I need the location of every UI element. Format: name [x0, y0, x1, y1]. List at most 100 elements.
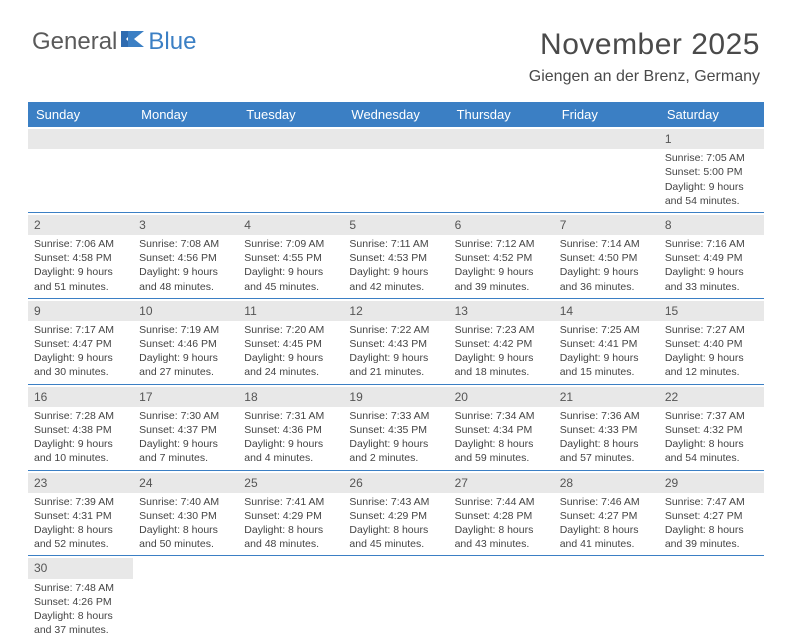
- sunrise-text: Sunrise: 7:41 AM: [244, 495, 337, 509]
- calendar-cell: [659, 556, 764, 641]
- sunset-text: Sunset: 4:53 PM: [349, 251, 442, 265]
- day-number: 23: [28, 473, 133, 493]
- calendar-cell: 8Sunrise: 7:16 AMSunset: 4:49 PMDaylight…: [659, 212, 764, 298]
- logo: General Blue: [32, 28, 196, 56]
- daylight-text: Daylight: 9 hours and 21 minutes.: [349, 351, 442, 379]
- day-number: 19: [343, 387, 448, 407]
- daylight-text: Daylight: 9 hours and 45 minutes.: [244, 265, 337, 293]
- sunset-text: Sunset: 4:27 PM: [560, 509, 653, 523]
- calendar-cell: [554, 556, 659, 641]
- sunrise-text: Sunrise: 7:25 AM: [560, 323, 653, 337]
- day-number: 6: [449, 215, 554, 235]
- calendar-cell: 3Sunrise: 7:08 AMSunset: 4:56 PMDaylight…: [133, 212, 238, 298]
- calendar-table: SundayMondayTuesdayWednesdayThursdayFrid…: [28, 102, 764, 641]
- calendar-cell: [343, 127, 448, 212]
- sunset-text: Sunset: 4:26 PM: [34, 595, 127, 609]
- day-number-empty: [449, 129, 554, 149]
- sunrise-text: Sunrise: 7:37 AM: [665, 409, 758, 423]
- day-number: 26: [343, 473, 448, 493]
- calendar-body: 1Sunrise: 7:05 AMSunset: 5:00 PMDaylight…: [28, 127, 764, 641]
- day-number: 20: [449, 387, 554, 407]
- calendar-week: 30Sunrise: 7:48 AMSunset: 4:26 PMDayligh…: [28, 556, 764, 641]
- logo-text-general: General: [32, 28, 117, 56]
- sunset-text: Sunset: 4:50 PM: [560, 251, 653, 265]
- sunrise-text: Sunrise: 7:33 AM: [349, 409, 442, 423]
- day-number: 5: [343, 215, 448, 235]
- sunrise-text: Sunrise: 7:44 AM: [455, 495, 548, 509]
- calendar-cell: 13Sunrise: 7:23 AMSunset: 4:42 PMDayligh…: [449, 298, 554, 384]
- daylight-text: Daylight: 9 hours and 48 minutes.: [139, 265, 232, 293]
- sunrise-text: Sunrise: 7:48 AM: [34, 581, 127, 595]
- day-number: 25: [238, 473, 343, 493]
- day-number-empty: [343, 129, 448, 149]
- calendar-cell: 19 Sunrise: 7:33 AMSunset: 4:35 PMDayligh…: [343, 384, 448, 470]
- day-number: 12: [343, 301, 448, 321]
- calendar-cell: [28, 127, 133, 212]
- calendar-week: 2Sunrise: 7:06 AMSunset: 4:58 PMDaylight…: [28, 212, 764, 298]
- sunset-text: Sunset: 4:55 PM: [244, 251, 337, 265]
- sunrise-text: Sunrise: 7:43 AM: [349, 495, 442, 509]
- calendar-cell: 20 Sunrise: 7:34 AMSunset: 4:34 PMDayligh…: [449, 384, 554, 470]
- calendar-cell: 12Sunrise: 7:22 AMSunset: 4:43 PMDayligh…: [343, 298, 448, 384]
- sunrise-text: Sunrise: 7:16 AM: [665, 237, 758, 251]
- weekday-header-row: SundayMondayTuesdayWednesdayThursdayFrid…: [28, 102, 764, 127]
- sunrise-text: Sunrise: 7:47 AM: [665, 495, 758, 509]
- sunset-text: Sunset: 4:46 PM: [139, 337, 232, 351]
- weekday-header: Thursday: [449, 102, 554, 127]
- day-number: 14: [554, 301, 659, 321]
- day-number: 13: [449, 301, 554, 321]
- title-block: November 2025 Giengen an der Brenz, Germ…: [529, 28, 760, 86]
- day-number: 27: [449, 473, 554, 493]
- day-number: 30: [28, 558, 133, 578]
- sunrise-text: Sunrise: 7:34 AM: [455, 409, 548, 423]
- calendar-week: 23Sunrise: 7:39 AMSunset: 4:31 PMDayligh…: [28, 470, 764, 556]
- daylight-text: Daylight: 8 hours and 59 minutes.: [455, 437, 548, 465]
- sunset-text: Sunset: 4:42 PM: [455, 337, 548, 351]
- daylight-text: Daylight: 9 hours and 10 minutes.: [34, 437, 127, 465]
- daylight-text: Daylight: 9 hours and 39 minutes.: [455, 265, 548, 293]
- location: Giengen an der Brenz, Germany: [529, 68, 760, 86]
- sunset-text: Sunset: 4:29 PM: [349, 509, 442, 523]
- daylight-text: Daylight: 9 hours and 24 minutes.: [244, 351, 337, 379]
- calendar-week: 1Sunrise: 7:05 AMSunset: 5:00 PMDaylight…: [28, 127, 764, 212]
- calendar-cell: 15Sunrise: 7:27 AMSunset: 4:40 PMDayligh…: [659, 298, 764, 384]
- calendar-cell: [133, 556, 238, 641]
- calendar-cell: [238, 127, 343, 212]
- sunrise-text: Sunrise: 7:09 AM: [244, 237, 337, 251]
- calendar-cell: 23Sunrise: 7:39 AMSunset: 4:31 PMDayligh…: [28, 470, 133, 556]
- sunset-text: Sunset: 4:36 PM: [244, 423, 337, 437]
- daylight-text: Daylight: 8 hours and 39 minutes.: [665, 523, 758, 551]
- sunrise-text: Sunrise: 7:31 AM: [244, 409, 337, 423]
- daylight-text: Daylight: 9 hours and 54 minutes.: [665, 180, 758, 208]
- calendar-cell: 10Sunrise: 7:19 AMSunset: 4:46 PMDayligh…: [133, 298, 238, 384]
- day-number: 28: [554, 473, 659, 493]
- sunset-text: Sunset: 4:34 PM: [455, 423, 548, 437]
- day-number: 11: [238, 301, 343, 321]
- calendar-cell: 14Sunrise: 7:25 AMSunset: 4:41 PMDayligh…: [554, 298, 659, 384]
- calendar-cell: [238, 556, 343, 641]
- calendar-cell: 2Sunrise: 7:06 AMSunset: 4:58 PMDaylight…: [28, 212, 133, 298]
- daylight-text: Daylight: 8 hours and 50 minutes.: [139, 523, 232, 551]
- sunset-text: Sunset: 4:27 PM: [665, 509, 758, 523]
- sunrise-text: Sunrise: 7:22 AM: [349, 323, 442, 337]
- sunset-text: Sunset: 4:30 PM: [139, 509, 232, 523]
- day-number: 9: [28, 301, 133, 321]
- calendar-cell: 5Sunrise: 7:11 AMSunset: 4:53 PMDaylight…: [343, 212, 448, 298]
- calendar-week: 16Sunrise: 7:28 AMSunset: 4:38 PMDayligh…: [28, 384, 764, 470]
- sunrise-text: Sunrise: 7:23 AM: [455, 323, 548, 337]
- sunrise-text: Sunrise: 7:40 AM: [139, 495, 232, 509]
- daylight-text: Daylight: 9 hours and 7 minutes.: [139, 437, 232, 465]
- sunset-text: Sunset: 4:31 PM: [34, 509, 127, 523]
- daylight-text: Daylight: 9 hours and 30 minutes.: [34, 351, 127, 379]
- sunset-text: Sunset: 4:35 PM: [349, 423, 442, 437]
- sunset-text: Sunset: 4:41 PM: [560, 337, 653, 351]
- day-number: 16: [28, 387, 133, 407]
- sunrise-text: Sunrise: 7:46 AM: [560, 495, 653, 509]
- daylight-text: Daylight: 8 hours and 57 minutes.: [560, 437, 653, 465]
- sunrise-text: Sunrise: 7:36 AM: [560, 409, 653, 423]
- daylight-text: Daylight: 9 hours and 2 minutes.: [349, 437, 442, 465]
- sunrise-text: Sunrise: 7:20 AM: [244, 323, 337, 337]
- sunset-text: Sunset: 4:29 PM: [244, 509, 337, 523]
- day-number: 10: [133, 301, 238, 321]
- calendar-cell: 1Sunrise: 7:05 AMSunset: 5:00 PMDaylight…: [659, 127, 764, 212]
